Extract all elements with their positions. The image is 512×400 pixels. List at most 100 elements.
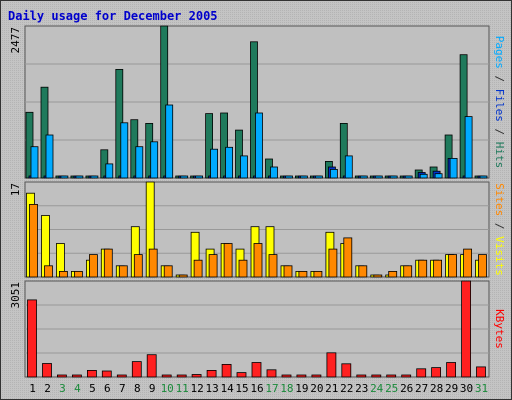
x-tick-label: 21 (325, 382, 338, 395)
bar-kbytes-day-12 (191, 374, 202, 378)
bar-sites-day-9 (148, 248, 158, 278)
bar-kbytes-day-21 (326, 352, 337, 378)
bar-pages-day-30 (464, 116, 473, 179)
bar-sites-day-28 (433, 259, 443, 278)
legend-part: Files (493, 89, 506, 122)
bar-kbytes-day-27 (416, 368, 427, 378)
bar-sites-day-15 (238, 259, 248, 278)
chart-panels: 2477 Pages / Files / Hits 17 Sites / Visits… (9, 25, 506, 378)
bar-kbytes-day-2 (42, 363, 52, 378)
x-tick-label: 10 (161, 382, 174, 395)
x-tick-label: 2 (44, 382, 51, 395)
bar-pages-day-18 (285, 175, 293, 179)
bar-kbytes-day-10 (161, 374, 172, 378)
bar-sites-day-12 (193, 259, 203, 278)
panel-kbytes: 3051 KBytes (9, 280, 506, 378)
bar-kbytes-day-28 (431, 367, 442, 378)
bar-kbytes-day-7 (116, 374, 127, 378)
bar-pages-day-19 (299, 175, 308, 179)
bar-sites-day-4 (74, 270, 83, 278)
bar-kbytes-day-20 (311, 374, 322, 378)
bar-sites-day-13 (208, 254, 218, 278)
bar-kbytes-day-13 (206, 369, 217, 378)
bar-sites-day-30 (463, 248, 473, 278)
bar-pages-day-3 (60, 175, 69, 179)
bar-kbytes-day-9 (146, 354, 157, 378)
x-tick-label: 25 (385, 382, 398, 395)
bar-kbytes-day-4 (72, 374, 82, 378)
bar-pages-day-20 (314, 175, 323, 179)
bar-kbytes-day-29 (446, 362, 457, 378)
bar-pages-day-13 (210, 148, 219, 179)
bar-sites-day-22 (343, 237, 353, 278)
bar-sites-day-1 (29, 203, 38, 278)
x-tick-label: 27 (415, 382, 428, 395)
bar-kbytes-day-31 (476, 366, 486, 378)
bar-pages-day-31 (479, 175, 488, 179)
bar-kbytes-day-24 (371, 374, 382, 378)
bar-pages-day-28 (434, 173, 443, 179)
bar-kbytes-day-8 (131, 361, 142, 378)
x-tick-label: 9 (149, 382, 156, 395)
x-tick-label: 13 (205, 382, 218, 395)
bar-sites-day-6 (103, 248, 113, 278)
x-tick-label: 18 (280, 382, 293, 395)
panel-kbytes-ymax-label: 3051 (9, 282, 22, 309)
bar-kbytes-day-19 (296, 374, 307, 378)
bar-sites-day-24 (373, 274, 383, 278)
bar-kbytes-day-22 (341, 363, 352, 378)
bar-pages-day-9 (150, 141, 159, 179)
bar-kbytes-day-6 (101, 370, 112, 378)
x-axis-day-labels: 1 2 3 4 5 6 7 8 9 10 11 12 13 14 15 16 17 18 19 20 21 22 23 24 2… (29, 382, 488, 395)
bar-pages-day-2 (45, 134, 54, 179)
x-tick-label: 26 (400, 382, 413, 395)
bar-pages-day-10 (165, 104, 174, 179)
bar-pages-day-24 (374, 175, 383, 179)
bar-sites-day-3 (59, 270, 68, 278)
bar-sites-day-27 (418, 259, 428, 278)
legend-part: KBytes (493, 309, 506, 349)
bar-pages-day-14 (225, 146, 234, 179)
bar-pages-day-23 (359, 175, 368, 179)
bar-pages-day-4 (75, 175, 84, 179)
bar-sites-day-20 (313, 270, 323, 278)
bar-sites-day-21 (328, 248, 338, 278)
bar-sites-day-17 (268, 254, 278, 278)
bar-pages-day-21 (329, 168, 338, 179)
x-tick-label: 16 (250, 382, 263, 395)
bar-sites-day-26 (403, 265, 413, 278)
bar-kbytes-day-26 (401, 374, 412, 378)
x-tick-label: 1 (29, 382, 36, 395)
bar-sites-day-2 (44, 265, 53, 278)
panel-visits: 17 Sites / Visits (9, 181, 506, 278)
x-tick-label: 29 (445, 382, 458, 395)
panel-hits-ymax-label: 2477 (9, 27, 22, 54)
bar-pages-day-1 (30, 146, 39, 179)
bar-pages-day-5 (90, 175, 99, 179)
x-tick-label: 12 (190, 382, 203, 395)
bar-pages-day-25 (389, 175, 398, 179)
bar-pages-day-7 (120, 122, 129, 179)
x-tick-label: 11 (176, 382, 189, 395)
bar-kbytes-day-23 (356, 374, 367, 378)
x-tick-label: 4 (74, 382, 81, 395)
bar-sites-day-29 (448, 254, 458, 278)
bar-pages-day-26 (404, 175, 413, 179)
bar-sites-day-31 (478, 254, 487, 278)
panel-hits-legend: Pages / Files / Hits (493, 36, 506, 169)
bar-pages-day-12 (195, 175, 204, 179)
legend-part: Hits (493, 142, 506, 169)
bar-pages-day-27 (419, 173, 428, 179)
bar-kbytes-day-25 (386, 374, 397, 378)
legend-part: / (493, 69, 506, 89)
x-tick-label: 6 (104, 382, 111, 395)
x-tick-label: 24 (370, 382, 384, 395)
bar-kbytes-day-11 (176, 374, 187, 378)
bar-sites-day-14 (223, 243, 233, 278)
bar-kbytes-day-1 (27, 299, 37, 378)
bar-sites-day-19 (298, 270, 308, 278)
bar-pages-day-11 (180, 175, 189, 179)
bar-sites-day-5 (89, 254, 98, 278)
bar-kbytes-day-15 (236, 372, 247, 378)
